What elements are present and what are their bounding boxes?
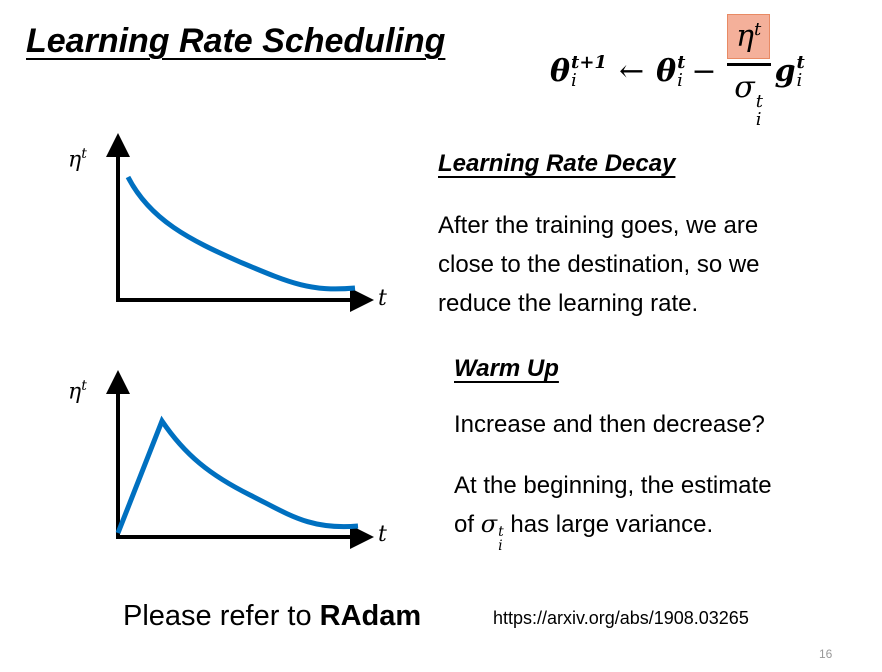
sup: t <box>81 378 87 394</box>
decay-heading: Learning Rate Decay <box>438 150 676 177</box>
warmup-heading: Warm Up <box>454 355 559 382</box>
sup: t <box>753 19 762 40</box>
sub: i <box>498 538 503 554</box>
line: close to the destination, so we <box>438 251 760 278</box>
sigma: σ <box>480 510 498 538</box>
sup: t <box>796 51 805 73</box>
gradient: g <box>774 54 796 89</box>
sup: t <box>498 524 504 540</box>
eta: η <box>68 379 82 405</box>
decay-text: After the training goes, we are close to… <box>438 206 760 323</box>
sub: i <box>796 69 803 91</box>
fraction-bar <box>726 63 771 66</box>
sigma: σ <box>734 70 755 105</box>
warmup-curve <box>115 415 359 534</box>
page-number: 16 <box>819 647 833 661</box>
text: of <box>454 511 481 538</box>
warmup-line1: Increase and then decrease? <box>454 411 765 438</box>
minus: − <box>691 54 717 89</box>
paper-url[interactable]: https://arxiv.org/abs/1908.03265 <box>493 608 749 628</box>
theta: θ <box>656 54 677 89</box>
graph-decay <box>106 133 374 312</box>
line: After the training goes, we are <box>438 212 759 239</box>
arrow: ← <box>618 54 645 89</box>
radam: RAdam <box>319 600 422 632</box>
eta: η <box>735 19 754 54</box>
warmup-line2: At the beginning, the estimate <box>454 472 772 499</box>
sup: t <box>755 91 763 112</box>
graph2-xlabel: t <box>378 522 387 547</box>
graph1-ylabel: ηt <box>68 146 87 172</box>
text: Please refer to <box>123 600 320 632</box>
sub: i <box>677 69 683 91</box>
sub: i <box>755 109 762 130</box>
graph2-ylabel: ηt <box>68 378 87 404</box>
learning-rate-highlight: ηt <box>726 14 771 59</box>
sub: i <box>571 69 577 91</box>
decay-curve <box>125 175 356 292</box>
sup: t+1 <box>571 51 607 73</box>
graph-warmup <box>106 370 374 549</box>
slide-title: Learning Rate Scheduling <box>26 22 446 60</box>
text: has large variance. <box>503 511 714 538</box>
line: reduce the learning rate. <box>438 290 699 317</box>
graph1-xlabel: t <box>378 286 387 311</box>
eta: η <box>68 147 82 173</box>
sup: t <box>81 146 87 162</box>
refer-text: Please refer to RAdam <box>123 600 421 633</box>
sup: t <box>677 51 686 73</box>
theta: θ <box>550 54 571 89</box>
